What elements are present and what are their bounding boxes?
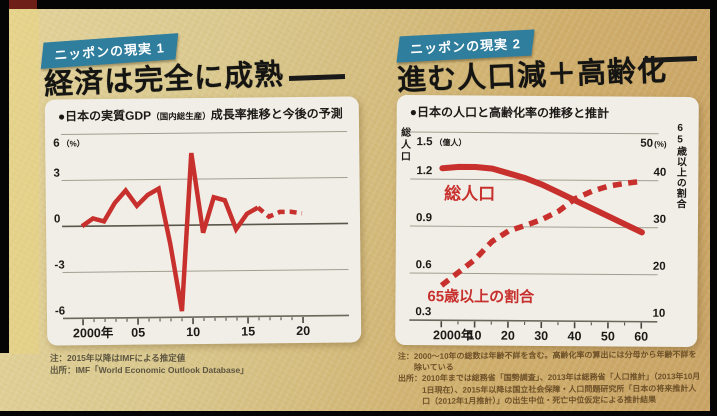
- panel-2-title: 進む人口減＋高齢化: [396, 54, 668, 98]
- left-y-tick-label: 0.9: [416, 212, 432, 224]
- photo-border-bottom: [0, 411, 717, 416]
- x-tick-label: 30: [534, 329, 548, 343]
- y-tick-label: 6 （%）: [53, 137, 85, 149]
- right-y-tick-label: 50(%): [640, 138, 667, 150]
- aged-65-plus-label: 65歳以上の割合: [427, 288, 535, 306]
- left-y-tick-label: 1.2: [416, 165, 432, 177]
- left-y-tick-label: 0.3: [415, 306, 431, 318]
- gdp-line-chart: 6 （%） 3 0 -3 -6 2000年 05 10 15 20: [53, 130, 350, 340]
- paper-highlight-strip: [9, 9, 39, 354]
- left-y-tick-label: 0.6: [416, 259, 432, 271]
- x-tick-label: 15: [241, 324, 255, 338]
- x-tick-label: 40: [568, 329, 582, 343]
- right-y-tick-label: 30: [653, 214, 666, 226]
- gridline: [63, 314, 350, 320]
- panel-2-title-dash: [642, 56, 698, 63]
- gridline: [62, 268, 349, 273]
- gdp-growth-forecast-dashed: [256, 205, 303, 220]
- population-source-line: 口（2012年1月推計）」の出生中位・死亡中位仮定による推計結果: [398, 395, 657, 406]
- gdp-source-line: 出所：IMF「World Economic Outlook Database」: [50, 365, 249, 376]
- total-population-label: 総人口: [444, 184, 496, 204]
- left-y-tick-label: 1.5 （億人）: [417, 136, 467, 148]
- population-chart-notes: 注：2000～10年の総数は年齢不詳を含む。高齢化率の算出には分母から年齢不詳を…: [398, 349, 701, 407]
- y-tick-label: -3: [54, 259, 64, 271]
- gridline: [61, 130, 348, 135]
- gdp-chart-card: ●日本の実質GDP（国内総生産）成長率推移と今後の予測 6 （%） 3 0 -3 -6 20…: [44, 96, 362, 346]
- gdp-note-line: 注：2015年以降はIMFによる推定値: [50, 353, 186, 363]
- x-tick-label: 50: [601, 329, 615, 343]
- y-tick-label: -6: [55, 305, 65, 317]
- x-tick-label: 2000年: [73, 325, 114, 340]
- gridline: [61, 176, 348, 181]
- y-tick-label: 3: [53, 167, 60, 179]
- right-y-tick-label: 10: [653, 308, 666, 320]
- gridline: [409, 319, 658, 323]
- x-tick-label: 2000年: [433, 327, 474, 342]
- x-tick-label: 20: [501, 329, 515, 343]
- gridline: [410, 131, 659, 135]
- photo-border-left: [0, 0, 9, 353]
- panel-1-title: 経済は完全に成熟: [43, 58, 285, 102]
- photo-corner-speck: [9, 0, 37, 9]
- total-population-line: [439, 163, 645, 236]
- gdp-chart-notes: 注：2015年以降はIMFによる推定値 出所：IMF「World Economi…: [50, 352, 249, 377]
- y-tick-label: 0: [54, 213, 61, 225]
- x-tick-label: 10: [468, 328, 482, 342]
- x-tick-label: 10: [186, 325, 200, 339]
- x-tick-label: 05: [131, 326, 145, 340]
- x-tick-label: 60: [634, 330, 648, 344]
- gridline: [409, 272, 658, 276]
- x-tick-label: 20: [296, 324, 310, 338]
- right-y-tick-label: 20: [653, 261, 666, 273]
- gridline: [409, 225, 658, 229]
- photo-border-top: [0, 0, 717, 9]
- panel-1-title-dash: [288, 74, 346, 81]
- gdp-growth-line-solid: [80, 152, 259, 312]
- population-note-line: 注：2000～10年の総数は年齢不詳を含む。高齢化率の算出には分母から年齢不詳を: [397, 349, 697, 362]
- photo-border-right: [710, 0, 717, 416]
- population-chart-card: ●日本の人口と高齢化率の推移と推計 総人口 65歳以上の割合 1.5 （億人） 1.…: [395, 94, 699, 348]
- right-y-tick-label: 40: [654, 167, 667, 179]
